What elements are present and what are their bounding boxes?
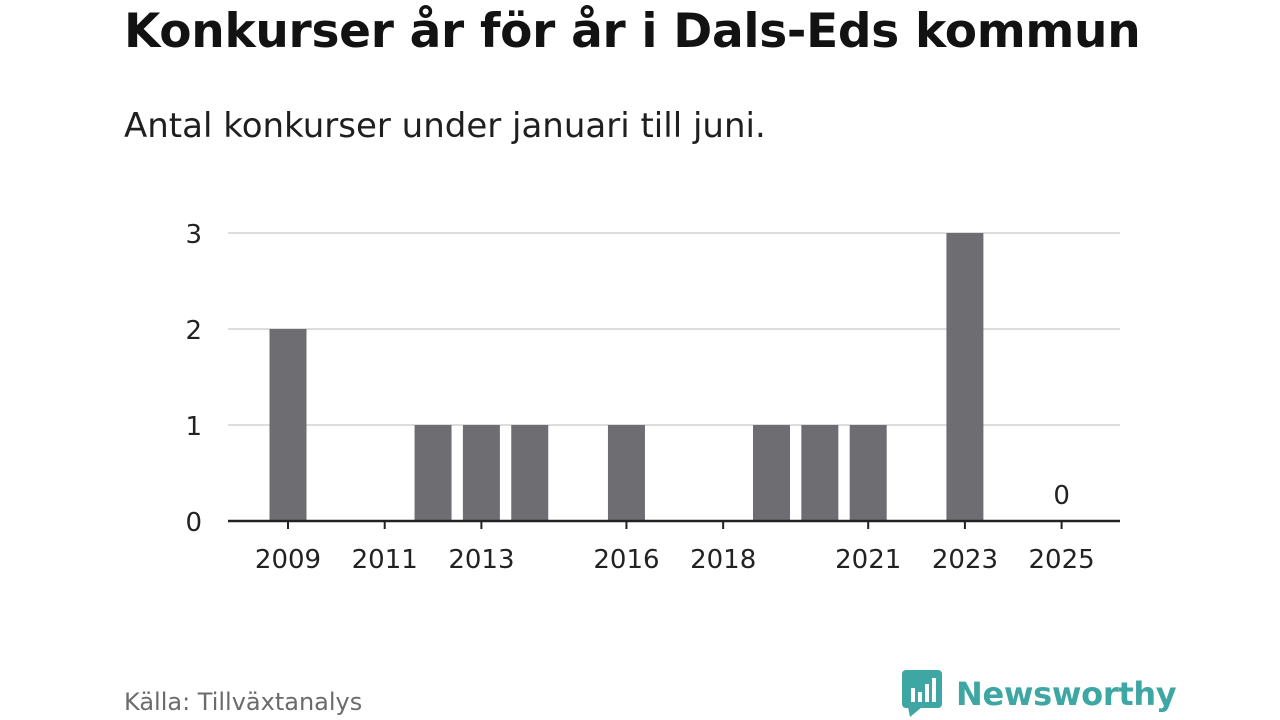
x-tick-label: 2025	[1029, 545, 1095, 575]
bar	[462, 425, 500, 521]
x-tick-label: 2018	[690, 545, 756, 575]
chart-title: Konkurser år för år i Dals-Eds kommun	[124, 4, 1141, 59]
source-note: Källa: Tillväxtanalys	[124, 688, 363, 716]
x-tick-label: 2021	[835, 545, 901, 575]
chart-subtitle: Antal konkurser under januari till juni.	[124, 106, 766, 146]
newsworthy-logo: Newsworthy	[902, 670, 1177, 718]
data-label: 0	[1053, 481, 1070, 511]
bar	[607, 425, 645, 521]
bar	[946, 233, 984, 521]
bar	[849, 425, 887, 521]
brand-name: Newsworthy	[956, 675, 1177, 713]
x-tick-label: 2009	[255, 545, 321, 575]
x-tick-label: 2013	[448, 545, 514, 575]
bar	[801, 425, 839, 521]
y-tick-label: 2	[185, 316, 202, 346]
bar	[414, 425, 452, 521]
y-tick-label: 0	[185, 508, 202, 538]
newsworthy-logo-icon	[902, 670, 942, 717]
x-tick-label: 2023	[932, 545, 998, 575]
x-tick-label: 2016	[593, 545, 659, 575]
y-tick-label: 3	[185, 220, 202, 250]
x-tick-label: 2011	[352, 545, 418, 575]
bar	[753, 425, 790, 521]
bar	[511, 425, 549, 521]
bar	[269, 329, 307, 521]
y-tick-label: 1	[185, 412, 202, 442]
